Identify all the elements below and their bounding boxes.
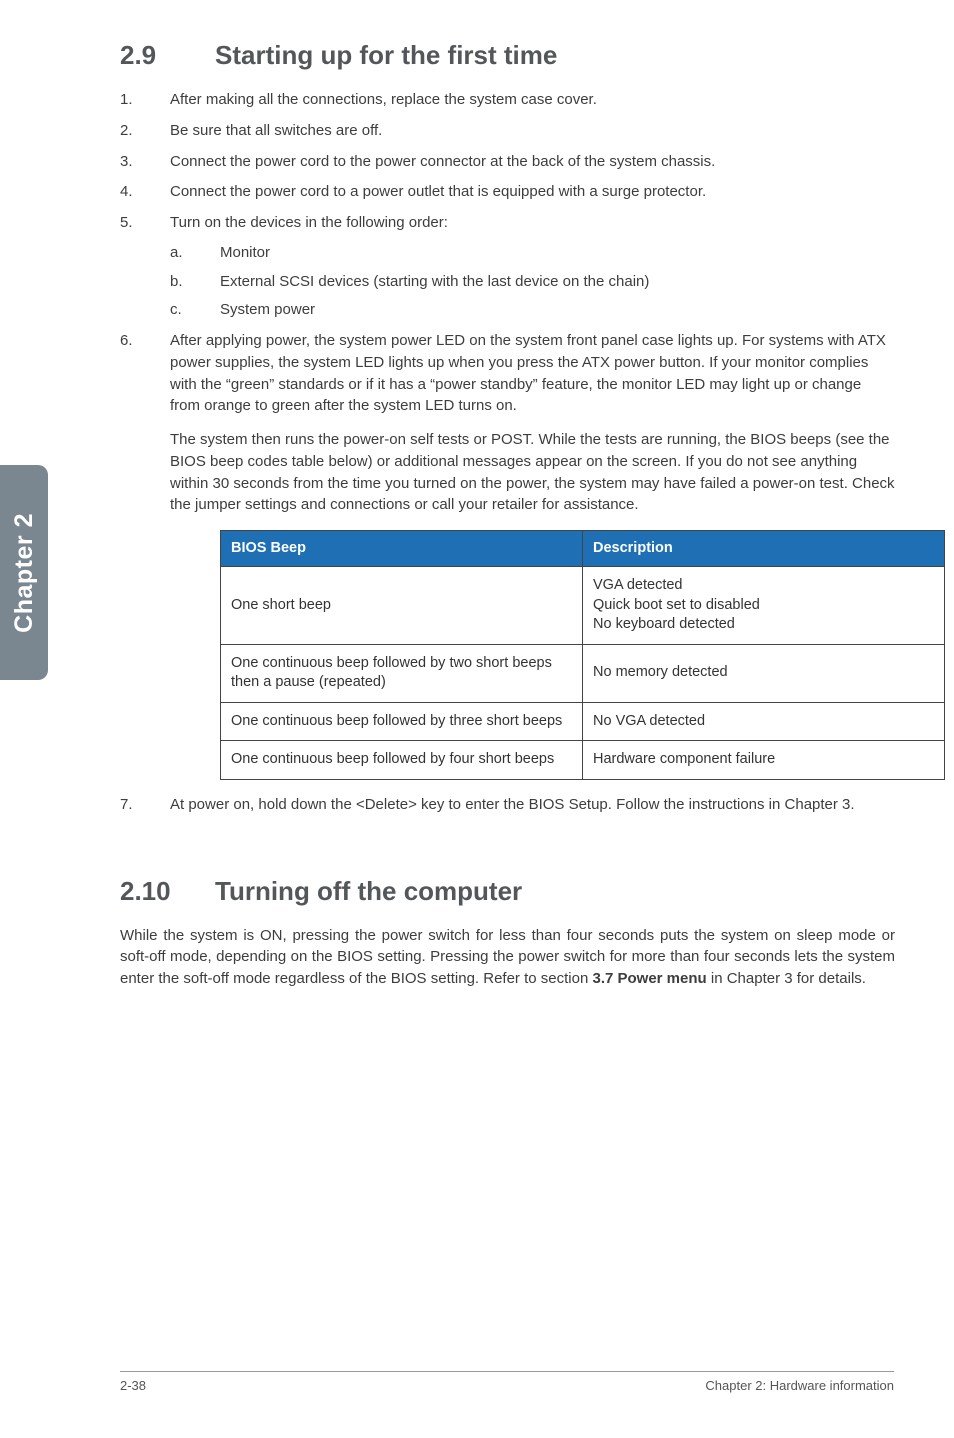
step-item: Turn on the devices in the following ord… <box>120 212 895 321</box>
substep-text: External SCSI devices (starting with the… <box>220 273 649 290</box>
substeps-list: a. Monitor b. External SCSI devices (start… <box>170 242 895 321</box>
step-text: Connect the power cord to a power outlet… <box>170 183 706 200</box>
substep-letter: c. <box>170 299 182 321</box>
step-item: After making all the connections, replac… <box>120 89 895 111</box>
section-2-10: 2.10Turning off the computer While the s… <box>120 876 895 990</box>
section-2-9-heading: 2.9Starting up for the first time <box>120 40 895 71</box>
substep-letter: a. <box>170 242 183 264</box>
section-title: Starting up for the first time <box>215 40 557 70</box>
step-text: Turn on the devices in the following ord… <box>170 214 448 231</box>
page-content: 2.9Starting up for the first time After … <box>120 40 895 990</box>
step-text: After applying power, the system power L… <box>170 332 886 414</box>
section-2-10-heading: 2.10Turning off the computer <box>120 876 895 907</box>
section-number: 2.9 <box>120 40 215 71</box>
step-text: After making all the connections, replac… <box>170 91 597 108</box>
table-cell: Hardware component failure <box>583 741 945 780</box>
substep-letter: b. <box>170 271 183 293</box>
table-row: One short beep VGA detected Quick boot s… <box>221 567 945 645</box>
substep-item: c. System power <box>170 299 895 321</box>
table-header: BIOS Beep <box>221 531 583 567</box>
chapter-side-tab: Chapter 2 <box>0 465 48 680</box>
body-bold: 3.7 Power menu <box>592 970 706 987</box>
substep-item: a. Monitor <box>170 242 895 264</box>
startup-steps-list: After making all the connections, replac… <box>120 89 895 816</box>
footer-page-number: 2-38 <box>120 1378 146 1393</box>
step-item: After applying power, the system power L… <box>120 330 895 780</box>
step-item: Connect the power cord to a power outlet… <box>120 181 895 203</box>
step-text: Be sure that all switches are off. <box>170 122 382 139</box>
footer-chapter-label: Chapter 2: Hardware information <box>705 1378 894 1393</box>
table-row: One continuous beep followed by four sho… <box>221 741 945 780</box>
step-item: At power on, hold down the <Delete> key … <box>120 794 895 816</box>
substep-text: Monitor <box>220 244 270 261</box>
step-item: Be sure that all switches are off. <box>120 120 895 142</box>
section-title: Turning off the computer <box>215 876 522 906</box>
table-cell: One short beep <box>221 567 583 645</box>
step-text: At power on, hold down the <Delete> key … <box>170 796 855 813</box>
chapter-side-tab-label: Chapter 2 <box>10 513 39 633</box>
step-item: Connect the power cord to the power conn… <box>120 151 895 173</box>
table-cell: No VGA detected <box>583 702 945 741</box>
body-text: in Chapter 3 for details. <box>707 970 866 987</box>
bios-beep-table: BIOS Beep Description One short beep VGA… <box>220 530 945 780</box>
table-header: Description <box>583 531 945 567</box>
substep-item: b. External SCSI devices (starting with t… <box>170 271 895 293</box>
step-text: Connect the power cord to the power conn… <box>170 153 715 170</box>
table-row: One continuous beep followed by two shor… <box>221 644 945 702</box>
step-text-para: The system then runs the power-on self t… <box>170 429 895 516</box>
table-cell: One continuous beep followed by two shor… <box>221 644 583 702</box>
table-row: One continuous beep followed by three sh… <box>221 702 945 741</box>
page-footer: 2-38 Chapter 2: Hardware information <box>120 1371 894 1393</box>
table-cell: VGA detected Quick boot set to disabled … <box>583 567 945 645</box>
table-cell: One continuous beep followed by four sho… <box>221 741 583 780</box>
table-cell: No memory detected <box>583 644 945 702</box>
table-cell: One continuous beep followed by three sh… <box>221 702 583 741</box>
section-number: 2.10 <box>120 876 215 907</box>
section-2-10-body: While the system is ON, pressing the pow… <box>120 925 895 990</box>
substep-text: System power <box>220 301 315 318</box>
